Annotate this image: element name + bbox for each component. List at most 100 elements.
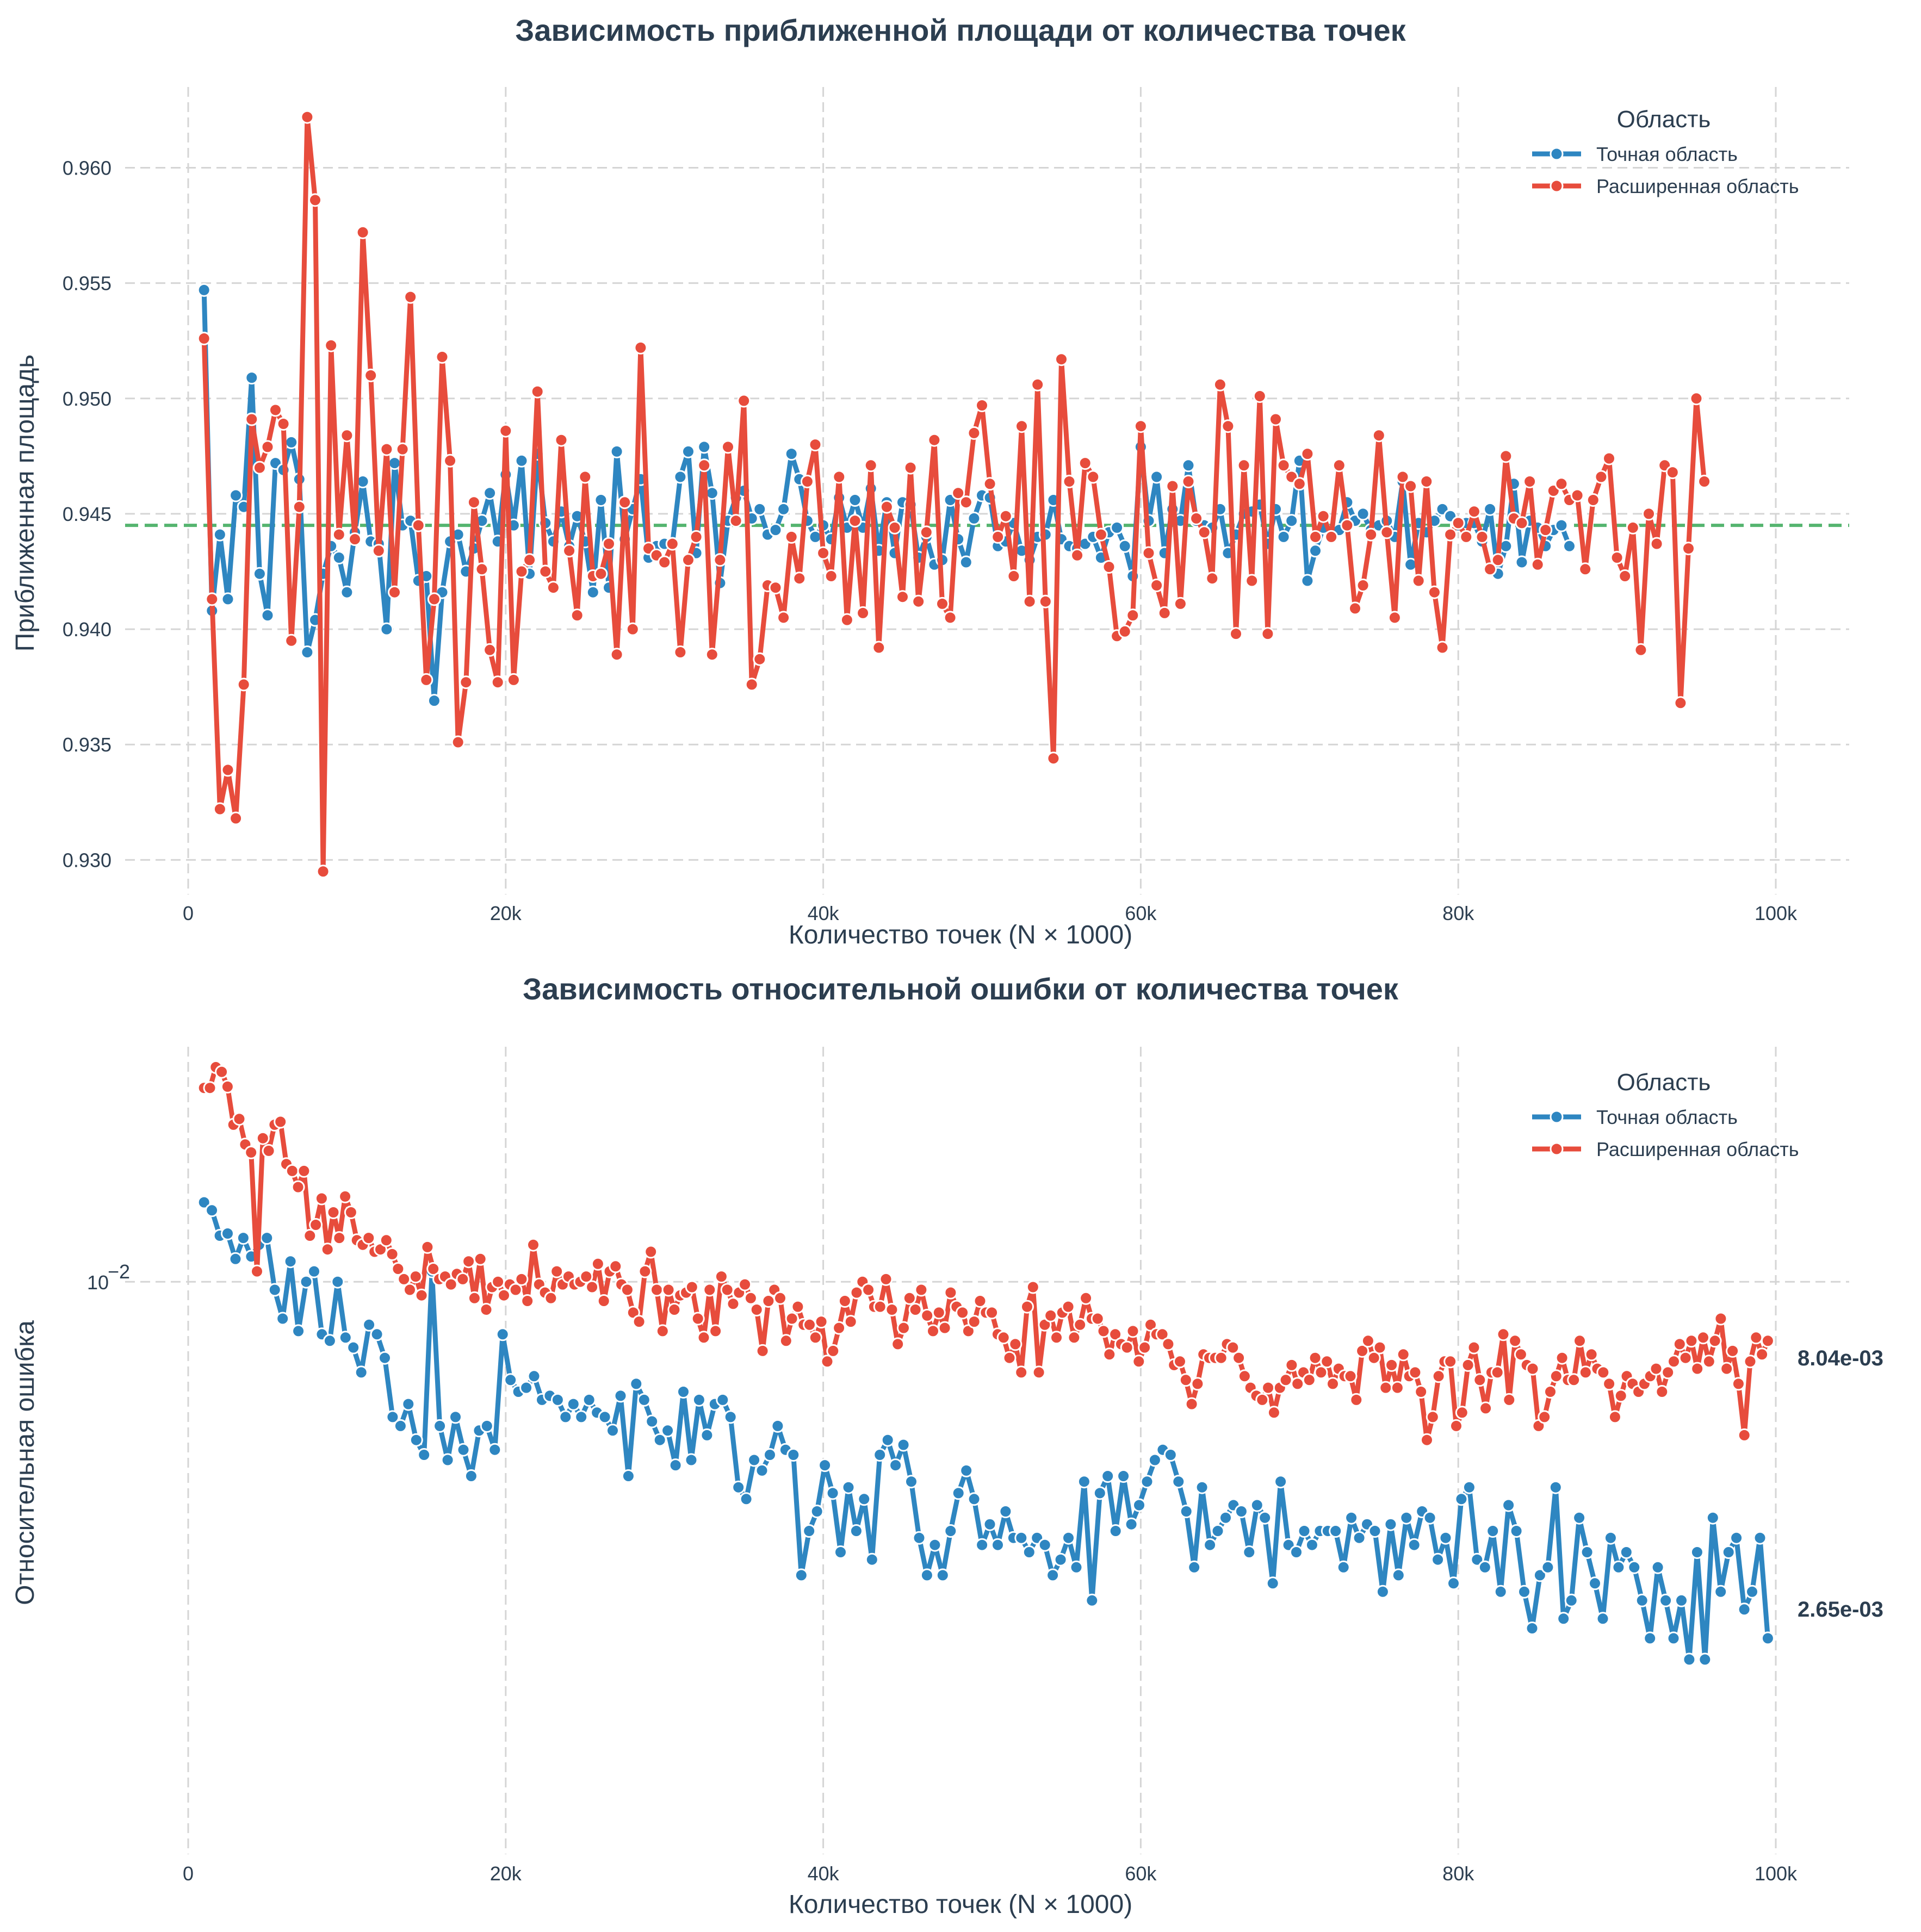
data-point <box>236 1231 250 1245</box>
data-point <box>1483 502 1497 516</box>
data-point <box>1266 1576 1280 1591</box>
data-point <box>777 502 791 516</box>
x-tick-label: 80k <box>1442 902 1474 924</box>
data-point <box>1343 1369 1358 1383</box>
data-point <box>881 1433 895 1447</box>
data-point <box>956 1306 970 1320</box>
data-point <box>594 493 608 507</box>
data-point <box>777 611 791 625</box>
data-point <box>1234 1505 1248 1518</box>
data-point <box>705 648 719 662</box>
data-point <box>205 592 219 606</box>
data-point <box>1261 1381 1275 1395</box>
data-point <box>713 553 727 567</box>
data-point <box>582 1393 596 1407</box>
data-point <box>426 1262 441 1276</box>
data-point <box>1420 475 1434 488</box>
data-point <box>229 811 243 825</box>
data-point <box>594 567 608 581</box>
data-point <box>1214 1351 1228 1365</box>
data-point <box>1067 1331 1081 1345</box>
data-point <box>1144 1318 1157 1332</box>
data-point <box>1355 1344 1370 1358</box>
data-point <box>1007 569 1021 583</box>
data-point <box>1101 1469 1115 1483</box>
data-point <box>896 590 909 604</box>
data-point <box>1573 1334 1587 1348</box>
data-point <box>785 1312 799 1326</box>
legend-marker <box>1550 1142 1564 1156</box>
data-point <box>1496 1327 1510 1341</box>
data-point <box>808 1331 822 1345</box>
data-point <box>1404 479 1418 493</box>
data-point <box>261 440 275 454</box>
data-point <box>379 1233 393 1247</box>
data-point <box>1133 419 1148 433</box>
data-point <box>1584 1347 1598 1362</box>
data-point <box>1655 1385 1669 1399</box>
data-point <box>515 454 529 468</box>
data-point <box>1094 527 1108 542</box>
data-point <box>794 1568 808 1582</box>
data-point <box>1250 1498 1264 1512</box>
legend-marker <box>1550 147 1564 161</box>
data-point <box>714 1270 728 1284</box>
data-point <box>991 1538 1005 1552</box>
data-point <box>650 1283 664 1297</box>
data-point <box>1627 1560 1641 1574</box>
data-point <box>983 1517 997 1531</box>
data-point <box>944 1524 958 1538</box>
data-point <box>779 1334 793 1348</box>
data-point <box>1120 1340 1134 1355</box>
data-point <box>1596 1365 1610 1380</box>
data-point <box>1179 1505 1193 1518</box>
data-point <box>810 1505 824 1518</box>
data-point <box>1044 1308 1058 1322</box>
data-point <box>292 500 306 514</box>
data-point <box>961 1324 975 1338</box>
data-point <box>408 1270 423 1284</box>
data-point <box>1181 475 1195 488</box>
data-point <box>761 1294 776 1308</box>
data-point <box>1572 1511 1587 1525</box>
data-point <box>483 643 497 657</box>
data-point <box>252 567 267 581</box>
data-point <box>1062 475 1076 488</box>
data-point <box>912 594 926 608</box>
data-point <box>417 1448 431 1462</box>
data-point <box>527 1369 541 1383</box>
data-point <box>1211 1524 1225 1538</box>
data-point <box>467 495 481 510</box>
data-point <box>1132 1355 1146 1369</box>
data-point <box>228 1252 243 1266</box>
data-point <box>519 1381 534 1395</box>
data-point <box>579 1270 593 1284</box>
data-point <box>459 675 473 689</box>
legend: Область Точная область Расширенная област… <box>1532 106 1799 197</box>
data-point <box>927 433 941 447</box>
data-point <box>738 1277 752 1291</box>
data-point <box>1229 627 1243 641</box>
data-point <box>1102 1347 1117 1362</box>
data-point <box>1726 1344 1740 1358</box>
data-point <box>378 1351 392 1365</box>
data-point <box>391 1262 405 1276</box>
data-point <box>261 608 275 623</box>
data-point <box>1274 1475 1288 1489</box>
data-point <box>320 1243 334 1257</box>
data-point <box>645 1414 659 1428</box>
data-point <box>1684 1334 1699 1348</box>
y-axis-label: Приближенная площадь <box>11 355 40 651</box>
data-point <box>284 435 299 449</box>
data-point <box>747 1453 761 1467</box>
data-point <box>1320 1355 1334 1369</box>
data-point <box>1267 1406 1281 1420</box>
data-point <box>1390 1381 1404 1395</box>
data-point <box>1253 389 1267 403</box>
data-point <box>433 1419 447 1433</box>
data-point <box>1586 493 1600 507</box>
x-tick-label: 100k <box>1755 902 1798 924</box>
data-point <box>1455 1406 1469 1420</box>
data-point <box>1494 1585 1508 1599</box>
